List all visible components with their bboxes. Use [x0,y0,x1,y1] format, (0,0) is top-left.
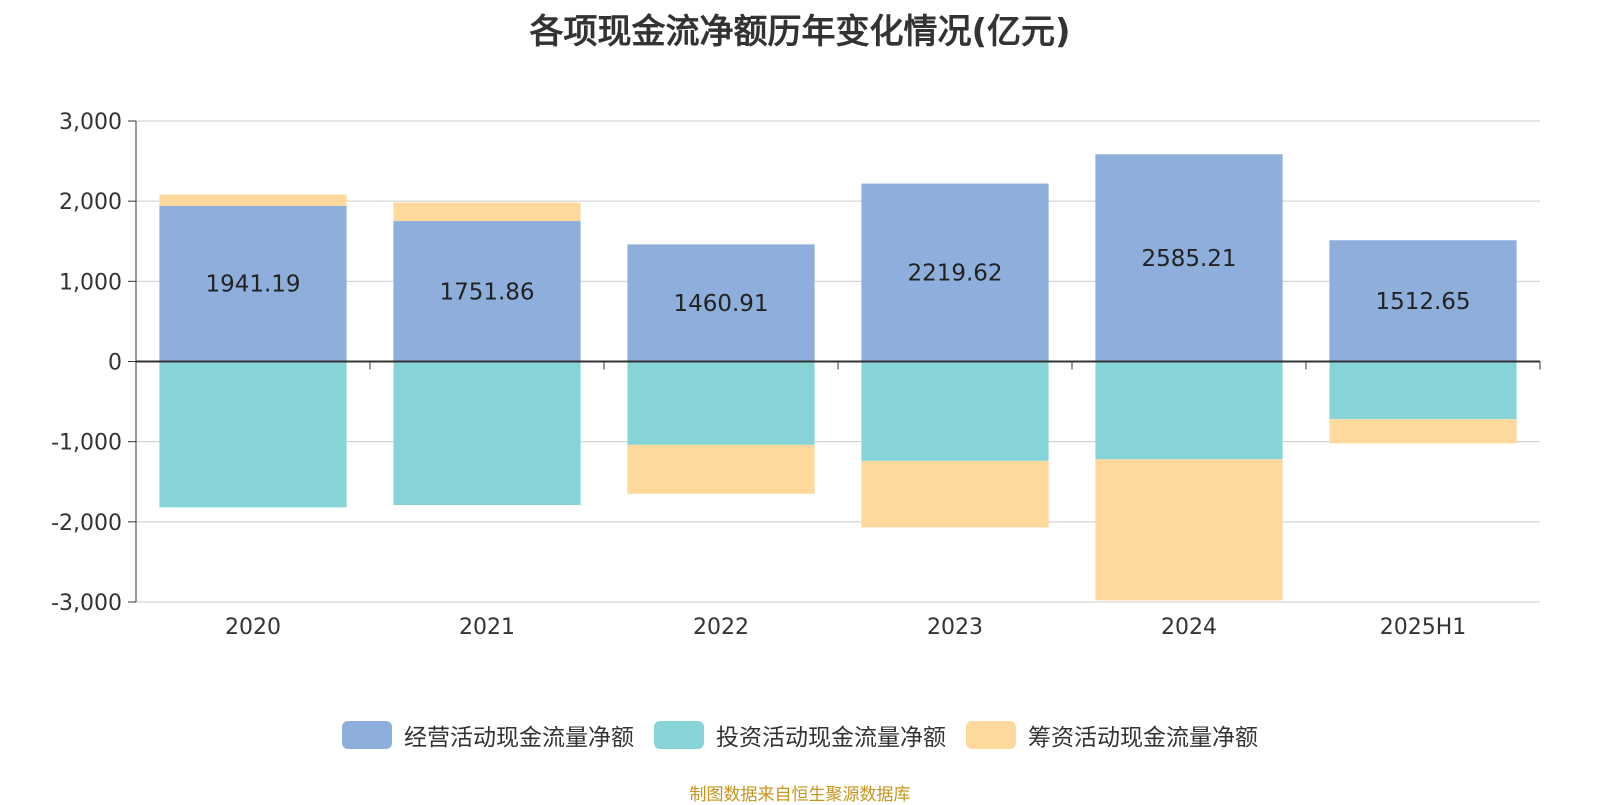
legend-label-financing: 筹资活动现金流量净额 [1028,725,1258,751]
bar-investing [1095,361,1283,460]
bar-financing [1329,419,1517,444]
x-tick-label: 2023 [927,615,983,640]
legend-swatch-financing [966,721,1016,749]
x-tick-label: 2020 [225,615,281,640]
legend-item-operating[interactable]: 经营活动现金流量净额 [342,718,634,752]
bar-operating [159,205,347,362]
bars [159,154,1517,601]
legend-item-financing[interactable]: 筹资活动现金流量净额 [966,718,1258,752]
x-tick-label: 2025H1 [1380,615,1467,640]
source-note: 制图数据来自恒生聚源数据库 [689,785,911,805]
bar-financing [393,202,581,222]
bar-investing [1329,361,1517,420]
legend-item-investing[interactable]: 投资活动现金流量净额 [654,718,946,752]
bar-investing [393,361,581,505]
y-tick-label: 3,000 [59,110,122,135]
legend-swatch-operating [342,721,392,749]
legend-label-operating: 经营活动现金流量净额 [404,725,634,751]
legend-label-investing: 投资活动现金流量净额 [716,725,946,751]
data-label: 1512.65 [1375,289,1470,315]
bar-operating [627,244,815,362]
data-label: 1751.86 [439,279,534,305]
bar-financing [627,444,815,494]
bar-operating [861,183,1049,362]
bar-financing [1095,459,1283,601]
chart-title: 各项现金流净额历年变化情况(亿元) [529,12,1071,52]
bar-financing [861,460,1049,528]
bar-operating [1329,240,1517,362]
x-tick-label: 2022 [693,615,749,640]
data-label: 2585.21 [1141,246,1236,272]
data-label: 2219.62 [907,261,1002,287]
x-tick-label: 2021 [459,615,515,640]
bar-investing [159,361,347,508]
cash-flow-chart: 3,000 2,000 1,000 0 -1,000 -2,000 -3,000 1941.1… [51,110,1541,640]
y-tick-label: 1,000 [59,270,122,295]
legend: 经营活动现金流量净额 投资活动现金流量净额 筹资活动现金流量净额 [0,718,1600,752]
data-labels: 3,000 2,000 1,000 0 -1,000 -2,000 -3,000 1941.1… [51,110,1470,640]
y-tick-label: 2,000 [59,190,122,215]
bar-operating [1095,154,1283,362]
data-label: 1941.19 [205,272,300,298]
bar-operating [393,221,581,362]
data-label: 1460.91 [673,291,768,317]
bar-investing [861,361,1049,461]
grid-lines [136,120,1540,603]
y-tick-label: -3,000 [51,591,122,616]
axes [128,120,1541,603]
y-tick-label: 0 [108,351,122,376]
bar-investing [627,361,815,445]
x-tick-label: 2024 [1161,615,1217,640]
y-tick-label: -1,000 [51,431,122,456]
legend-swatch-investing [654,721,704,749]
bar-financing [159,194,347,206]
y-tick-label: -2,000 [51,511,122,536]
